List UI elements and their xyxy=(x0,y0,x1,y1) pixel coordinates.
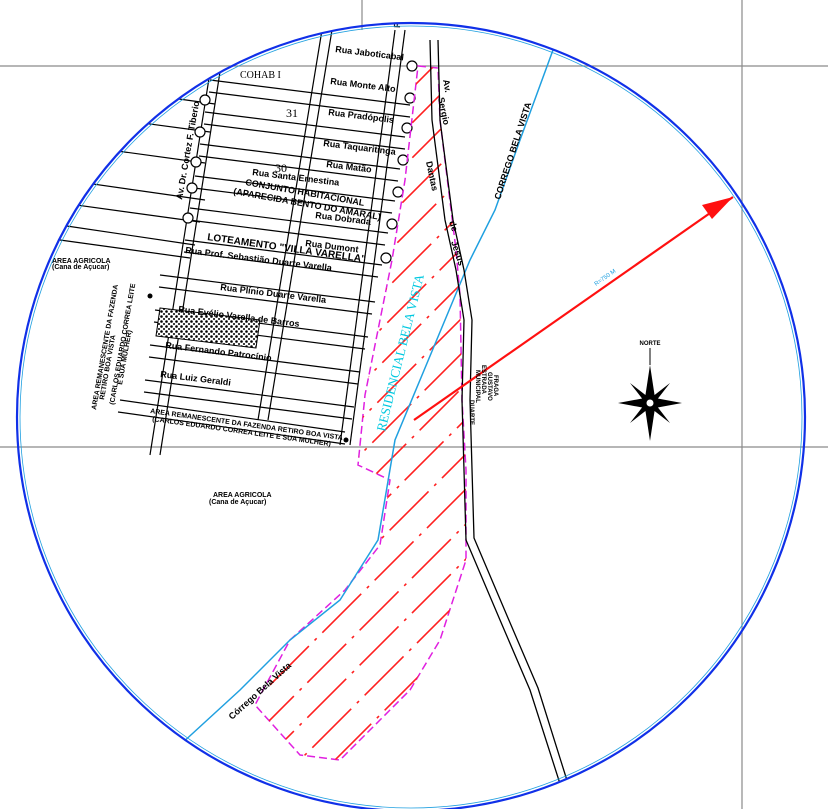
residencial-bela-vista-area xyxy=(254,65,467,761)
hatch-lines xyxy=(255,66,466,760)
estrada-label: ESTRADA MUNICIPAL DUARTE GUSTAVO FRAGA xyxy=(468,365,498,425)
area-agricola-left-2: (Cana de Açucar) xyxy=(52,264,109,271)
cul-de-sac-circles xyxy=(182,60,418,264)
road-av-sergio-dantas xyxy=(429,39,571,791)
area-agricola-left-1: AREA AGRICOLA xyxy=(52,258,111,265)
estrada-line-3: DUARTE xyxy=(468,400,474,425)
estrada-line-1: ESTRADA xyxy=(480,365,486,395)
street-av-sergio-1: Av. xyxy=(441,79,453,94)
street-jaboticabal: Rua Jaboticabal xyxy=(335,44,405,62)
street-taquaritinga: Rua Taquaritinga xyxy=(323,138,398,157)
city-blocks xyxy=(29,29,411,456)
area-agricola-center-1: AREA AGRICOLA xyxy=(213,492,272,499)
estrada-line-4: GUSTAVO xyxy=(486,372,492,401)
corrego-upper-label: CORREGO BELA VISTA xyxy=(492,101,533,201)
boundary-markers xyxy=(147,293,349,443)
block-31-label: 31 xyxy=(286,106,298,120)
cohab-label: COHAB I xyxy=(240,70,281,81)
estrada-line-5: FRAGA xyxy=(492,375,498,397)
stippled-block xyxy=(155,307,261,349)
radius-arrow xyxy=(413,196,734,421)
radius-label: R=750 M xyxy=(594,269,618,288)
creek-line xyxy=(179,49,554,746)
north-arrow-icon: NORTE xyxy=(618,341,682,441)
block-30-label: 30 xyxy=(275,161,287,175)
estrada-line-2: MUNICIPAL xyxy=(474,370,480,403)
area-agricola-center-2: (Cana de Açucar) xyxy=(209,499,266,506)
street-monte-alto: Rua Monte Alto xyxy=(330,76,397,94)
street-roma: Roma xyxy=(392,2,403,28)
street-av-sergio-4: de xyxy=(447,220,460,233)
north-label: NORTE xyxy=(640,341,661,347)
radius-circle xyxy=(16,22,806,809)
residencial-label: RESIDENCIAL BELA VISTA xyxy=(373,272,427,433)
street-av-sergio-2: Sergio xyxy=(436,96,452,126)
